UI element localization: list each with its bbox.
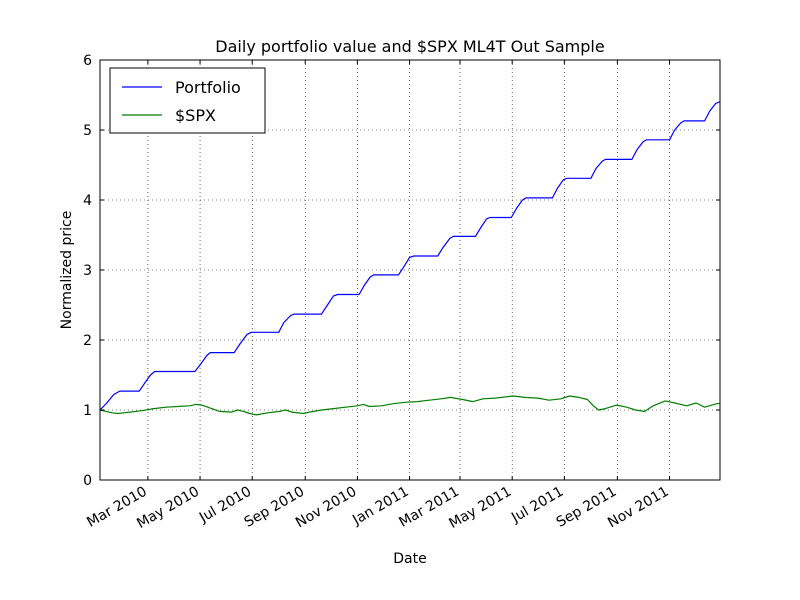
legend-label-spx: $SPX (175, 106, 216, 125)
legend: Portfolio $SPX (109, 67, 266, 134)
y-tick-label: 5 (83, 123, 92, 139)
y-tick-label: 3 (83, 263, 92, 279)
chart-title: Daily portfolio value and $SPX ML4T Out … (215, 37, 604, 56)
legend-label-portfolio: Portfolio (175, 78, 241, 97)
y-tick-label: 6 (83, 53, 92, 69)
y-tick-label: 4 (83, 193, 92, 209)
y-tick-label: 2 (83, 333, 92, 349)
series-layer (100, 101, 720, 416)
y-tick-label: 0 (83, 473, 92, 489)
y-axis: 0 1 2 3 4 5 6 (83, 53, 720, 489)
legend-frame (109, 67, 266, 134)
series-line-portfolio (100, 101, 720, 411)
series-line-spx (100, 395, 720, 416)
y-axis-label: Normalized price (59, 211, 75, 330)
grid (100, 60, 720, 480)
x-axis-label: Date (393, 551, 426, 567)
y-tick-label: 1 (83, 403, 92, 419)
